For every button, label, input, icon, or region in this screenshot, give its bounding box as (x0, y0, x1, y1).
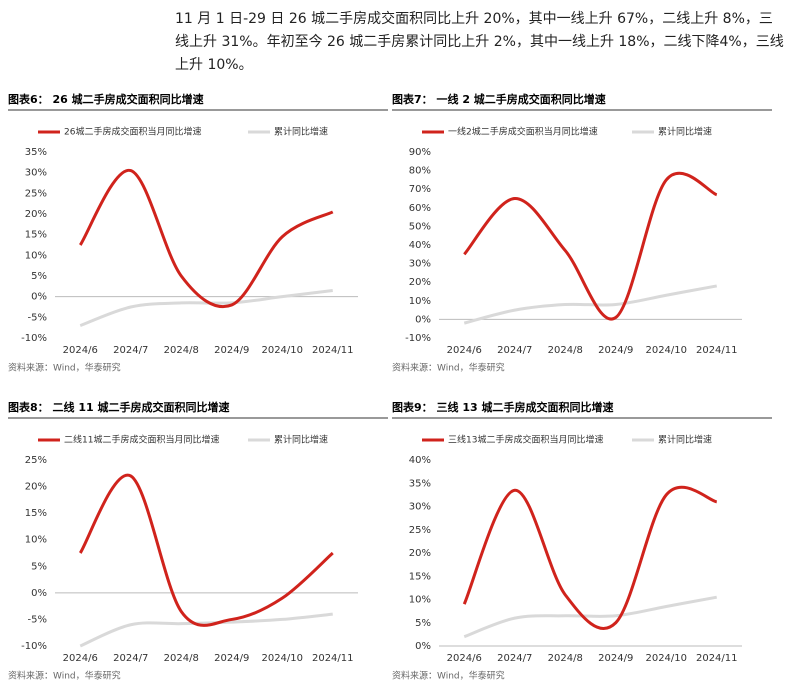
y-tick-label: 70% (409, 184, 431, 195)
legend-label: 一线2城二手房成交面积当月同比增速 (448, 126, 598, 138)
chart-title: 图表8： 二线 11 城二手房成交面积同比增速 (8, 400, 229, 414)
y-tick-label: 5% (415, 618, 431, 629)
y-tick-label: -5% (28, 312, 47, 323)
y-tick-label: 15% (409, 571, 431, 582)
x-tick-label: 2024/6 (63, 345, 98, 356)
series-line (463, 595, 718, 639)
x-tick-label: 2024/10 (261, 653, 303, 664)
source: 资料来源：Wind，华泰研究 (8, 362, 121, 374)
y-tick-label: 35% (25, 147, 47, 158)
x-tick-label: 2024/7 (497, 345, 532, 356)
x-tick-label: 2024/6 (447, 653, 482, 664)
y-tick-label: -10% (21, 641, 47, 652)
y-tick-label: 0% (415, 641, 431, 652)
y-tick-label: -10% (405, 333, 431, 344)
y-tick-label: 0% (31, 292, 47, 303)
series-line (463, 284, 718, 325)
y-tick-label: 20% (25, 482, 47, 493)
x-tick-label: 2024/11 (696, 345, 738, 356)
y-tick-label: 35% (409, 478, 431, 489)
y-tick-label: 10% (409, 595, 431, 606)
x-tick-label: 2024/8 (164, 653, 199, 664)
legend-label: 累计同比增速 (274, 126, 328, 138)
y-tick-label: 20% (409, 277, 431, 288)
x-tick-label: 2024/8 (548, 653, 583, 664)
source: 资料来源：Wind，华泰研究 (392, 362, 505, 374)
y-tick-label: 15% (25, 508, 47, 519)
series-line (463, 171, 718, 321)
source: 资料来源：Wind，华泰研究 (8, 670, 121, 682)
y-tick-label: 25% (25, 188, 47, 199)
x-tick-label: 2024/8 (548, 345, 583, 356)
y-tick-label: 5% (31, 561, 47, 572)
x-tick-label: 2024/6 (447, 345, 482, 356)
series-line (79, 288, 333, 328)
chart-title: 图表9： 三线 13 城二手房成交面积同比增速 (392, 400, 613, 414)
x-tick-label: 2024/7 (497, 653, 532, 664)
y-tick-label: 40% (409, 240, 431, 251)
x-tick-label: 2024/10 (645, 345, 687, 356)
x-tick-label: 2024/7 (113, 345, 148, 356)
y-tick-label: -5% (28, 614, 47, 625)
y-tick-label: 80% (409, 166, 431, 177)
legend-label: 26城二手房成交面积当月同比增速 (64, 126, 201, 138)
legend-label: 累计同比增速 (274, 434, 328, 446)
y-tick-label: 30% (409, 259, 431, 270)
x-tick-label: 2024/9 (598, 345, 633, 356)
x-tick-label: 2024/11 (696, 653, 738, 664)
x-tick-label: 2024/7 (113, 653, 148, 664)
paragraph: 11 月 1 日-29 日 26 城二手房成交面积同比上升 20%，其中一线上升… (175, 11, 784, 73)
y-tick-label: 20% (409, 548, 431, 559)
y-tick-label: 0% (415, 314, 431, 325)
y-tick-label: 90% (409, 147, 431, 158)
x-tick-label: 2024/11 (312, 653, 354, 664)
chart-title: 图表6： 26 城二手房成交面积同比增速 (8, 92, 204, 106)
legend-label: 累计同比增速 (658, 126, 712, 138)
series-line (462, 485, 718, 630)
y-tick-label: 40% (409, 455, 431, 466)
x-tick-label: 2024/6 (63, 653, 98, 664)
source: 资料来源：Wind，华泰研究 (392, 670, 505, 682)
y-tick-label: 10% (25, 250, 47, 261)
series-line (79, 612, 333, 648)
legend-label: 二线11城二手房成交面积当月同比增速 (64, 434, 219, 446)
y-tick-label: 25% (25, 455, 47, 466)
y-tick-label: 20% (25, 209, 47, 220)
y-tick-label: 5% (31, 271, 47, 282)
y-tick-label: 10% (409, 296, 431, 307)
y-tick-label: 0% (31, 588, 47, 599)
x-tick-label: 2024/9 (214, 345, 249, 356)
y-tick-label: 10% (25, 535, 47, 546)
y-tick-label: 30% (409, 502, 431, 513)
series-line (78, 169, 334, 309)
legend-label: 三线13城二手房成交面积当月同比增速 (448, 434, 603, 446)
legend-label: 累计同比增速 (658, 434, 712, 446)
series-line (78, 473, 334, 627)
y-tick-label: 25% (409, 525, 431, 536)
chart-title: 图表7： 一线 2 城二手房成交面积同比增速 (392, 92, 606, 106)
y-tick-label: -10% (21, 333, 47, 344)
x-tick-label: 2024/9 (214, 653, 249, 664)
y-tick-label: 60% (409, 203, 431, 214)
y-tick-label: 30% (25, 168, 47, 179)
y-tick-label: 50% (409, 221, 431, 232)
y-tick-label: 15% (25, 230, 47, 241)
x-tick-label: 2024/10 (261, 345, 303, 356)
x-tick-label: 2024/8 (164, 345, 199, 356)
x-tick-label: 2024/11 (312, 345, 354, 356)
x-tick-label: 2024/9 (598, 653, 633, 664)
x-tick-label: 2024/10 (645, 653, 687, 664)
